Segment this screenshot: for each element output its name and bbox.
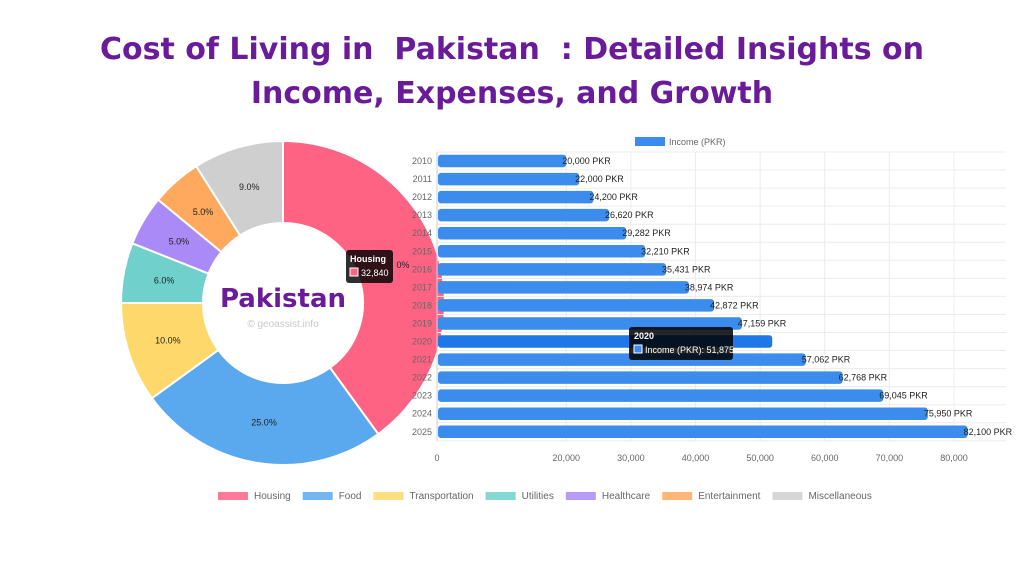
bar-value-label-2024: 75,950 PKR: [924, 409, 973, 419]
legend-label-miscellaneous[interactable]: Miscellaneous: [808, 491, 871, 502]
donut-pct-label-utilities: 6.0%: [154, 275, 175, 285]
bar-legend-swatch[interactable]: [635, 137, 665, 146]
donut-pct-label-healthcare: 5.0%: [169, 236, 190, 246]
bar-value-label-2022: 62,768 PKR: [839, 373, 888, 383]
bar-value-label-2012: 24,200 PKR: [589, 192, 638, 202]
y-tick-label: 2011: [413, 174, 432, 184]
bar-value-label-2019: 47,159 PKR: [738, 318, 787, 328]
x-tick-label: 70,000: [876, 453, 904, 463]
bar-2018[interactable]: [438, 299, 715, 312]
title-line-2: Income, Expenses, and Growth: [250, 76, 774, 111]
donut-slice-food[interactable]: [150, 348, 380, 466]
donut-slice-miscellaneous[interactable]: [194, 139, 284, 237]
bar-2016[interactable]: [438, 263, 666, 276]
bar-value-label-2018: 42,872 PKR: [710, 300, 759, 310]
y-tick-label: 2012: [412, 192, 432, 202]
bar-2014[interactable]: [438, 226, 627, 240]
bar-2010[interactable]: [438, 154, 567, 168]
legend-swatch-housing[interactable]: [218, 492, 248, 500]
donut-pct-label-miscellaneous: 9.0%: [239, 182, 260, 192]
donut-pct-label-food: 25.0%: [251, 418, 277, 428]
y-tick-label: 2017: [412, 282, 432, 292]
x-tick-label: 40,000: [682, 453, 710, 463]
y-tick-label: 2023: [412, 391, 432, 401]
bar-tooltip-title: 2020: [634, 331, 654, 341]
y-tick-label: 2018: [412, 300, 432, 310]
bar-2023[interactable]: [438, 389, 884, 402]
y-tick-label: 2016: [412, 264, 432, 274]
bar-2019[interactable]: [438, 317, 742, 330]
bar-2021[interactable]: [438, 353, 806, 366]
x-tick-label: 30,000: [617, 453, 645, 463]
bar-value-label-2010: 20,000 PKR: [562, 156, 611, 166]
y-tick-label: 2013: [412, 210, 432, 220]
donut-tooltip-title: Housing: [350, 254, 386, 264]
y-tick-label: 2022: [412, 373, 432, 383]
x-tick-label: 0: [434, 453, 439, 463]
watermark: © geoassist.info: [247, 319, 319, 330]
x-tick-label: 20,000: [552, 453, 580, 463]
y-tick-label: 2010: [412, 156, 432, 166]
legend-label-food[interactable]: Food: [339, 491, 362, 502]
y-tick-label: 2021: [412, 355, 432, 365]
y-tick-label: 2024: [412, 409, 432, 419]
bar-tooltip: 2020 Income (PKR): 51,875: [629, 327, 734, 360]
bar-value-label-2021: 57,062 PKR: [802, 355, 851, 365]
x-tick-label: 80,000: [940, 453, 968, 463]
legend-swatch-healthcare[interactable]: [565, 492, 596, 500]
bar-2025[interactable]: [438, 425, 968, 439]
bar-legend-label[interactable]: Income (PKR): [669, 137, 726, 147]
bar-value-label-2011: 22,000 PKR: [575, 174, 624, 184]
y-tick-label: 2015: [412, 246, 432, 256]
legend-label-housing[interactable]: Housing: [254, 491, 291, 502]
legend-swatch-miscellaneous[interactable]: [772, 492, 803, 500]
title-line-1: Cost of Living in Pakistan : Detailed In…: [100, 32, 924, 67]
legend-label-transportation[interactable]: Transportation: [410, 491, 474, 502]
bar-value-label-2013: 26,620 PKR: [605, 210, 654, 220]
bar-2013[interactable]: [438, 208, 610, 222]
donut-tooltip-swatch: [349, 267, 359, 277]
donut-tooltip: Housing 32,840: [346, 250, 393, 283]
bar-value-label-2015: 32,210 PKR: [641, 246, 690, 256]
donut-legend: Housing Food Transportation Utilities Health…: [218, 491, 872, 502]
bar-value-label-2014: 29,282 PKR: [622, 228, 671, 238]
bar-value-label-2017: 38,974 PKR: [685, 282, 734, 292]
legend-label-utilities[interactable]: Utilities: [522, 491, 554, 502]
donut-chart: 0% 25.0% 10.0% 6.0% 5.0% 5.0% 9.0% Pakistan © ge…: [119, 139, 446, 466]
y-tick-label: 2019: [412, 318, 432, 328]
donut-pct-label-transportation: 10.0%: [155, 335, 181, 345]
donut-pct-label-entertainment: 5.0%: [193, 207, 214, 217]
bar-grid: [436, 151, 1006, 442]
legend-label-entertainment[interactable]: Entertainment: [698, 491, 760, 502]
bar-tooltip-swatch: [633, 344, 643, 354]
bar-tooltip-value: Income (PKR): 51,875: [645, 345, 734, 355]
bar-value-label-2016: 35,431 PKR: [662, 264, 711, 274]
bar-chart: 0 20,000 30,000 40,000 50,000 60,000 70,000 80,…: [412, 137, 1013, 463]
bar-2024[interactable]: [438, 407, 928, 420]
donut-tooltip-value: 32,840: [361, 268, 389, 278]
bar-tooltip-box: [629, 327, 733, 360]
legend-swatch-food[interactable]: [302, 492, 333, 500]
bar-2011[interactable]: [438, 172, 580, 186]
legend-swatch-utilities[interactable]: [485, 492, 516, 500]
x-tick-label: 60,000: [811, 453, 839, 463]
y-tick-label: 2025: [412, 427, 432, 437]
legend-label-healthcare[interactable]: Healthcare: [602, 491, 651, 502]
page-title: Cost of Living in Pakistan : Detailed In…: [0, 28, 1024, 116]
bar-2017[interactable]: [438, 281, 689, 294]
y-tick-label: 2020: [412, 337, 432, 347]
legend-swatch-entertainment[interactable]: [662, 492, 693, 500]
bar-2022[interactable]: [438, 371, 843, 384]
x-tick-label: 50,000: [746, 453, 774, 463]
y-tick-label: 2014: [412, 228, 432, 238]
bar-value-label-2025: 82,100 PKR: [964, 427, 1013, 437]
bar-value-label-2023: 69,045 PKR: [879, 391, 928, 401]
bar-2012[interactable]: [438, 190, 594, 204]
donut-center-label: Pakistan: [220, 284, 346, 314]
legend-swatch-transportation[interactable]: [373, 492, 404, 500]
donut-pct-label-housing: 0%: [396, 260, 409, 270]
bar-2015[interactable]: [438, 245, 646, 258]
